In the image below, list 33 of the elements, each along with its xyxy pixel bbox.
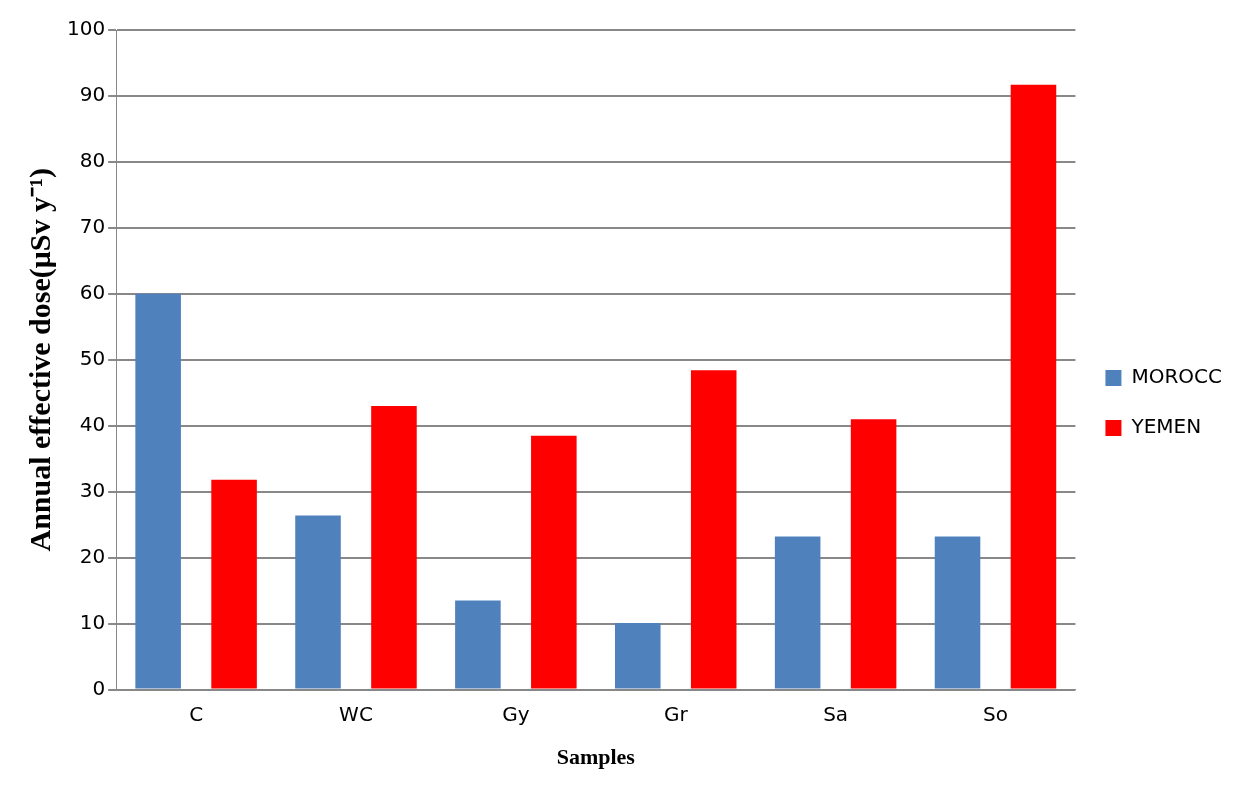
bar	[934, 536, 981, 689]
bar	[295, 515, 341, 689]
x-tick-label: WC	[339, 701, 373, 726]
y-tick-label: 60	[79, 280, 106, 305]
y-tick-label: 30	[79, 477, 106, 502]
bar	[774, 536, 821, 689]
y-axis-title: Annual effective dose(μSv y⁻¹)	[22, 168, 57, 552]
y-tick-label: 20	[79, 543, 106, 568]
legend-label: MOROCC	[1131, 364, 1223, 389]
y-tick-label: 80	[79, 148, 106, 173]
bar	[614, 622, 661, 689]
bar	[531, 435, 577, 689]
y-tick-label: 0	[92, 675, 106, 700]
bar	[211, 479, 257, 689]
x-tick-label: Gr	[663, 701, 689, 726]
y-tick-label: 70	[79, 214, 106, 239]
bar	[371, 405, 417, 689]
x-tick-label: C	[189, 701, 204, 726]
x-tick-label: Sa	[823, 701, 849, 726]
y-tick-label: 50	[79, 346, 106, 370]
y-tick-label: 40	[79, 411, 106, 436]
legend-label: YEMEN	[1130, 414, 1202, 439]
bar	[850, 419, 897, 689]
y-tick-label: 10	[79, 609, 106, 634]
bar	[1010, 84, 1057, 689]
bar	[135, 293, 181, 689]
x-tick-label: Gy	[502, 701, 530, 726]
x-axis-title: Samples	[556, 744, 636, 770]
y-tick-label: 90	[79, 82, 106, 107]
bar	[455, 600, 501, 689]
y-tick-label: 100	[66, 16, 106, 41]
x-tick-label: So	[983, 701, 1008, 726]
bar	[690, 370, 737, 689]
